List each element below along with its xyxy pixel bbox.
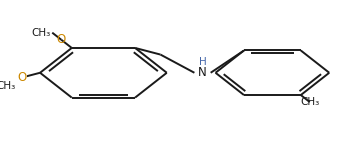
Text: CH₃: CH₃ <box>300 97 319 107</box>
Text: O: O <box>57 33 66 46</box>
Text: H: H <box>199 57 206 67</box>
Text: O: O <box>17 71 26 84</box>
Text: N: N <box>198 66 207 79</box>
Text: CH₃: CH₃ <box>31 28 51 38</box>
Text: CH₃: CH₃ <box>0 81 16 91</box>
